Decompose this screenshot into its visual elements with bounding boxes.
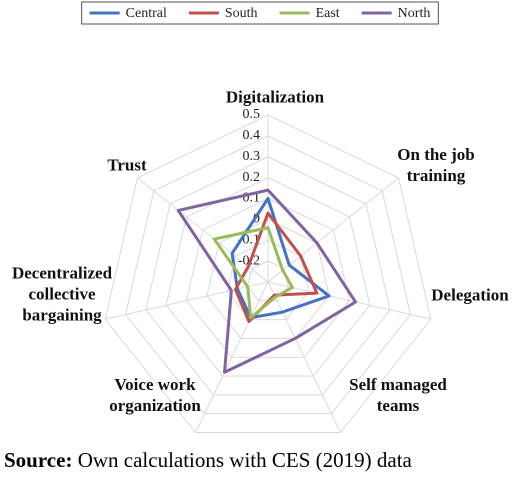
axis-label: Trust (107, 155, 147, 175)
source-text: Own calculations with CES (2019) data (77, 448, 412, 472)
legend-item: North (361, 6, 431, 21)
legend: Central South East North (81, 1, 439, 25)
grid-ring (124, 135, 412, 415)
tick-label: 0.5 (243, 107, 261, 122)
grid-ring (145, 156, 391, 396)
legend-label: East (316, 6, 340, 21)
grid-ring (104, 114, 432, 433)
axis-label: Delegation (431, 285, 509, 305)
axis-label: Self managed teams (349, 375, 447, 415)
axis-label: On the job training (397, 145, 475, 185)
legend-item: East (279, 6, 340, 21)
legend-box (81, 1, 439, 25)
spoke (105, 281, 269, 320)
tick-label: 0 (253, 212, 260, 227)
series-line (230, 197, 331, 320)
series (230, 197, 331, 320)
series (212, 226, 294, 320)
legend-item: South (188, 6, 258, 21)
spoke (137, 177, 269, 283)
legend-label: North (398, 6, 431, 21)
spoke (195, 281, 269, 433)
axis-label: Digitalization (225, 87, 325, 107)
series-line (176, 188, 358, 374)
legend-item: Central (89, 6, 167, 21)
legend-label: Central (126, 6, 167, 21)
grid-ring (165, 177, 371, 377)
tick-label: 0.3 (243, 149, 261, 164)
axis-label: Decentralized collective bargaining (11, 263, 113, 325)
spoke (267, 281, 431, 320)
legend-label: South (225, 6, 258, 21)
source-note: Source: Own calculations with CES (2019)… (4, 448, 412, 473)
series (176, 188, 358, 374)
source-label: Source: (4, 448, 73, 472)
tick-label: 0.4 (243, 128, 261, 143)
series-line (212, 226, 294, 320)
axis-label: Voice work organization (109, 375, 201, 415)
spoke (267, 281, 341, 433)
grid-ring (206, 218, 330, 339)
tick-label: 0.2 (243, 170, 261, 185)
